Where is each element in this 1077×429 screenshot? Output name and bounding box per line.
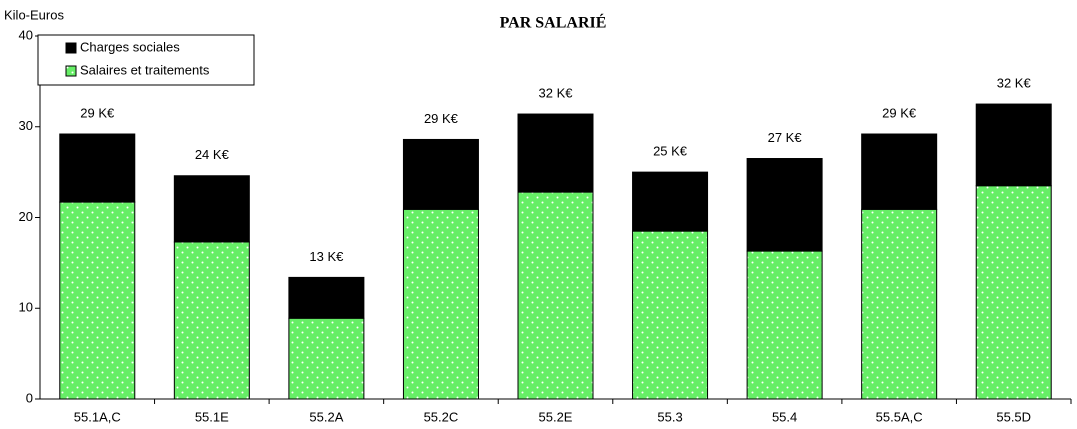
y-tick-label: 0 [26, 390, 33, 405]
x-tick-label: 55.1E [195, 409, 229, 424]
x-tick-label: 55.2E [539, 409, 573, 424]
total-label: 13 K€ [309, 249, 344, 264]
x-tick-label: 55.4 [772, 409, 797, 424]
bar-segment [173, 241, 250, 400]
chart-title: PAR SALARIÉ [500, 13, 607, 32]
bar-segment [59, 201, 136, 400]
bar-segment [517, 191, 594, 400]
legend-label: Salaires et traitements [80, 62, 210, 77]
x-tick-label: 55.1A,C [74, 409, 121, 424]
bar-segment [402, 208, 479, 400]
bar-segment [632, 230, 709, 400]
y-tick-label: 40 [19, 27, 33, 42]
total-label: 29 K€ [424, 111, 459, 126]
total-label: 32 K€ [997, 76, 1032, 91]
total-label: 27 K€ [768, 130, 803, 145]
bar-segment [173, 175, 250, 243]
bar-segment [975, 185, 1052, 400]
y-tick-label: 30 [19, 118, 33, 133]
total-label: 24 K€ [195, 147, 230, 162]
x-tick-label: 55.3 [657, 409, 682, 424]
bar-segment [975, 103, 1052, 187]
x-tick-label: 55.2A [309, 409, 343, 424]
legend-label: Charges sociales [80, 39, 180, 54]
total-label: 25 K€ [653, 144, 688, 159]
bar-segment [746, 158, 823, 252]
bar-segment [402, 138, 479, 210]
total-label: 29 K€ [882, 105, 917, 120]
y-tick-label: 10 [19, 300, 33, 315]
total-label: 32 K€ [539, 85, 574, 100]
bar-segment [861, 133, 938, 210]
x-tick-label: 55.2C [424, 409, 459, 424]
x-tick-label: 55.5A,C [876, 409, 923, 424]
bar-segment [59, 133, 136, 203]
x-tick-label: 55.5D [996, 409, 1031, 424]
y-axis-label: Kilo-Euros [4, 7, 64, 22]
bar-segment [746, 250, 823, 400]
bar-segment [861, 208, 938, 400]
total-label: 29 K€ [80, 105, 115, 120]
y-tick-label: 20 [19, 209, 33, 224]
bar-segment [632, 171, 709, 232]
legend-swatch [65, 65, 77, 77]
bar-segment [517, 113, 594, 193]
bar-segment [288, 317, 365, 400]
bar-segment [288, 276, 365, 319]
legend-swatch [65, 42, 77, 54]
